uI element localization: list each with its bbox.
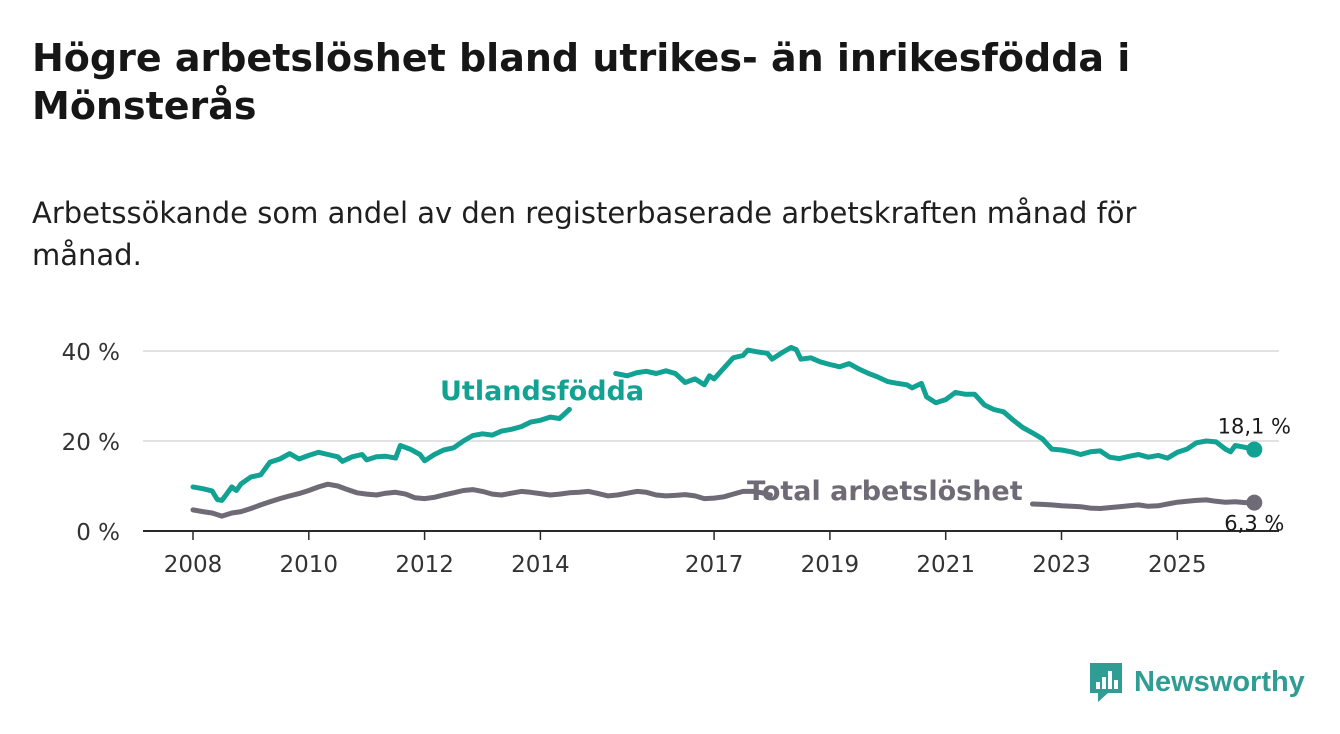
y-tick-label: 20 %	[62, 430, 120, 456]
y-axis-ticks: 0 % 20 % 40 %	[62, 340, 120, 546]
x-tick-label: 2023	[1032, 552, 1091, 578]
series-lines	[190, 344, 1263, 519]
x-tick-label: 2008	[164, 552, 223, 578]
x-tick-label: 2010	[280, 552, 339, 578]
end-marker-foreign-born	[1246, 441, 1263, 458]
gridlines	[143, 350, 1279, 532]
end-value-label-foreign-born: 18,1 %	[1218, 415, 1291, 439]
x-tick-label: 2025	[1148, 552, 1207, 578]
y-tick-label: 0 %	[76, 520, 120, 546]
series-line-foreign-born-part2	[613, 344, 1257, 462]
series-line-total-part2	[1030, 497, 1257, 511]
brand-name: Newsworthy	[1134, 665, 1305, 698]
series-line-foreign-born-part1	[190, 407, 572, 503]
series-line-total-part1	[190, 481, 773, 519]
x-tick-label: 2019	[801, 552, 860, 578]
chart-subtitle: Arbetssökande som andel av den registerb…	[32, 196, 1137, 272]
newsworthy-brand[interactable]: Newsworthy	[1088, 660, 1305, 704]
end-value-label-total: 6,3 %	[1224, 512, 1284, 536]
end-marker-total	[1246, 494, 1263, 511]
y-tick-label: 40 %	[62, 340, 120, 366]
x-tick-label: 2021	[916, 552, 975, 578]
series-label-total: Total arbetslöshet	[747, 476, 1023, 507]
chart-title: Högre arbetslöshet bland utrikes- än inr…	[32, 36, 1131, 128]
series-label-foreign-born: Utlandsfödda	[440, 376, 644, 407]
x-axis-ticks: 2008 2010 2012 2014 2017 2019 2021 2023 2025	[164, 531, 1207, 578]
x-tick-label: 2017	[685, 552, 744, 578]
x-tick-label: 2014	[511, 552, 570, 578]
newsworthy-logo-icon	[1090, 663, 1122, 702]
series-labels: Utlandsfödda Total arbetslöshet 18,1 % 6,3 …	[440, 376, 1291, 536]
x-tick-label: 2012	[395, 552, 454, 578]
